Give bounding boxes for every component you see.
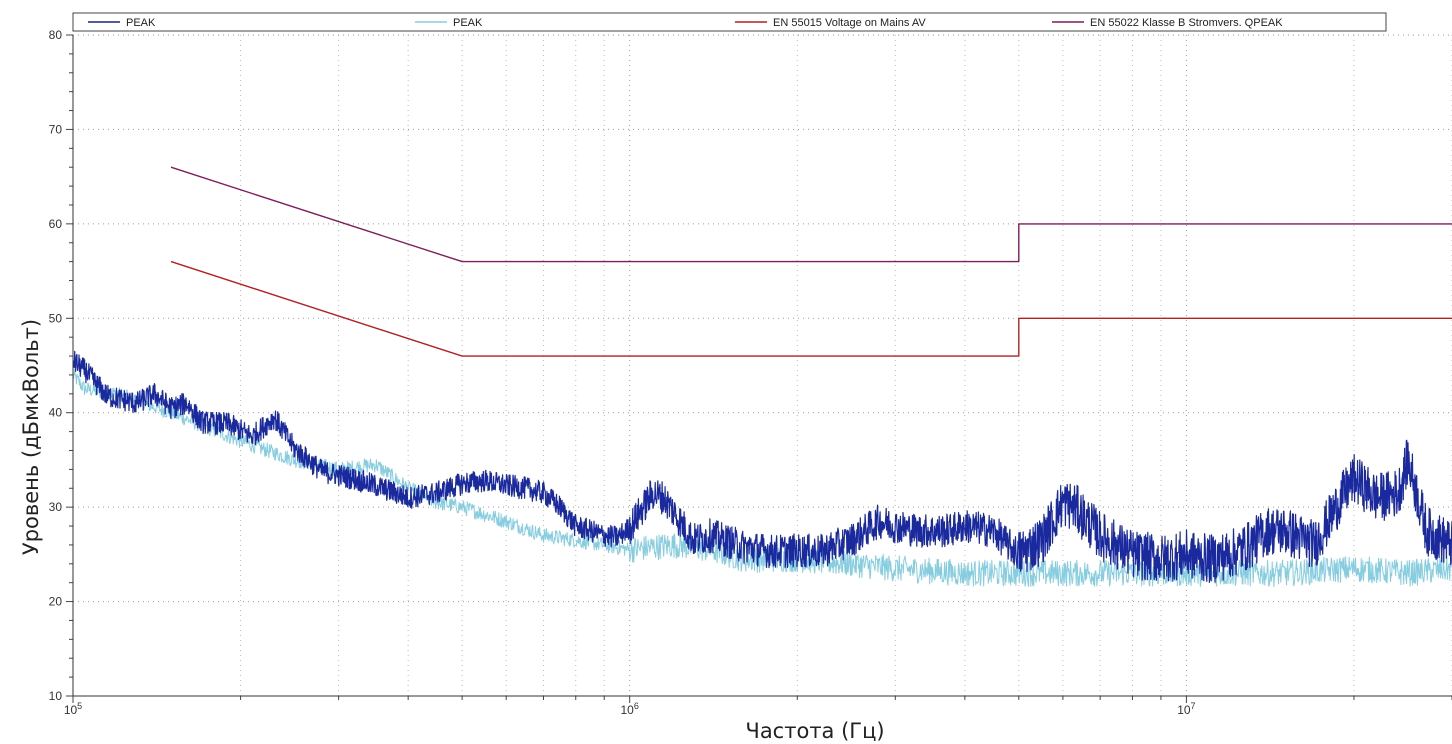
- y-tick-label: 60: [49, 217, 63, 231]
- legend: PEAK PEAK EN 55015 Voltage on Mains AV EN 5…: [72, 12, 1387, 32]
- y-axis-title: Уровень (дБмкВольт): [19, 319, 43, 555]
- series-line-3: [170, 166, 1452, 263]
- limit-lines: [170, 166, 1452, 357]
- y-tick-label: 70: [49, 122, 63, 136]
- grid: [72, 34, 1452, 697]
- y-tick-label: 80: [49, 28, 63, 42]
- y-tick-label: 10: [49, 689, 63, 703]
- x-tick-label: 105: [64, 701, 82, 717]
- x-axis-title: Частота (Гц): [745, 719, 884, 743]
- x-tick-label: 107: [1177, 701, 1195, 717]
- y-tick-label: 40: [49, 406, 63, 420]
- series-line-2: [170, 260, 1452, 357]
- x-tick-label: 106: [621, 701, 639, 717]
- y-tick-label: 30: [49, 500, 63, 514]
- legend-label-0: PEAK: [126, 17, 156, 29]
- y-tick-label: 20: [49, 595, 63, 609]
- legend-label-1: PEAK: [453, 17, 483, 29]
- y-tick-label: 50: [49, 311, 63, 325]
- legend-box: [72, 12, 1387, 32]
- axes: 10 20 30 40 50 60 70 80 105 106 107: [49, 28, 1452, 717]
- legend-label-2: EN 55015 Voltage on Mains AV: [773, 17, 926, 29]
- series-line-0: [72, 350, 1452, 583]
- series-lines: [72, 350, 1452, 587]
- legend-label-3: EN 55022 Klasse B Stromvers. QPEAK: [1090, 17, 1283, 29]
